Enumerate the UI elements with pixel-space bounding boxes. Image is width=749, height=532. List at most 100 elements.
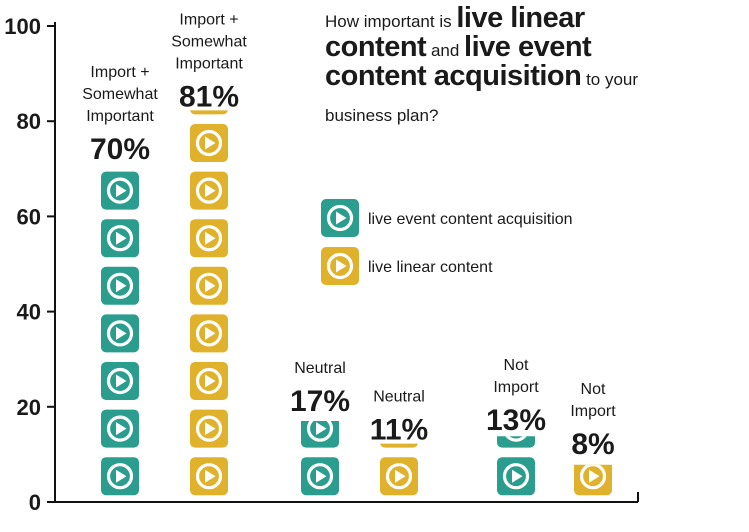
play-icon-ring [326, 252, 354, 280]
bar [380, 443, 418, 496]
play-icon-triangle [116, 469, 127, 483]
category-label: Not [581, 381, 606, 398]
value-label: 13% [486, 404, 546, 437]
play-icon-triangle [395, 469, 406, 483]
bar [101, 171, 139, 496]
play-icon-ring [106, 177, 134, 204]
play-icon-triangle [512, 469, 523, 483]
play-icon [101, 457, 139, 496]
value-label: 8% [571, 428, 614, 461]
play-icon [301, 457, 339, 496]
play-icon-ring [195, 367, 223, 395]
play-icon-tile [497, 436, 535, 448]
play-icon [190, 219, 228, 258]
title-part: and [426, 41, 465, 60]
play-icon-ring [326, 204, 354, 232]
play-icon-ring [195, 463, 223, 490]
play-icon-ring [195, 272, 223, 299]
category-label: Neutral [294, 360, 346, 377]
title-emphasis: live linear [456, 2, 585, 34]
play-icon-ring [106, 320, 134, 347]
legend-label: live event content acquisition [368, 211, 573, 228]
value-label: 11% [370, 414, 428, 447]
play-icon-ring [195, 320, 223, 347]
play-icon-tile [190, 110, 228, 115]
title-emphasis: content [325, 31, 427, 63]
title-part: business plan? [325, 106, 439, 125]
category-label: Not [504, 357, 529, 374]
value-label: 81% [179, 80, 239, 113]
play-icon [101, 409, 139, 448]
value-label: 17% [290, 385, 350, 418]
play-icon [190, 124, 228, 162]
play-icon [190, 409, 228, 448]
y-tick-label: 60 [17, 204, 41, 229]
play-icon [190, 266, 228, 305]
play-icon [380, 443, 418, 448]
play-icon [380, 457, 418, 496]
play-icon-ring [579, 464, 607, 490]
play-icon-ring [195, 415, 223, 442]
partial-icon [190, 110, 228, 115]
partial-icon [497, 436, 535, 448]
play-icon-triangle [316, 469, 327, 483]
play-icon-triangle [116, 374, 127, 388]
play-icon [190, 171, 228, 210]
play-icon-triangle [205, 469, 216, 483]
play-icon-triangle [205, 136, 216, 150]
play-icon-ring [106, 225, 134, 252]
play-icon-ring [106, 463, 134, 490]
play-icon-triangle [205, 279, 216, 293]
play-icon [101, 171, 139, 210]
category-label: Import [493, 379, 539, 396]
y-tick-label: 0 [29, 490, 41, 515]
play-icon-triangle [205, 374, 216, 388]
play-icon-ring [106, 367, 134, 395]
legend-label: live linear content [368, 259, 493, 276]
play-icon [574, 464, 612, 496]
play-icon [101, 314, 139, 353]
bar [574, 464, 612, 496]
play-icon-triangle [116, 422, 127, 436]
play-icon-triangle [589, 469, 600, 483]
value-label: 70% [90, 133, 150, 166]
play-icon-triangle [205, 184, 216, 198]
play-icon [190, 362, 228, 400]
play-icon-triangle [205, 422, 216, 436]
play-icon-triangle [336, 259, 347, 273]
play-icon-triangle [116, 279, 127, 293]
y-tick-label: 20 [17, 395, 41, 420]
play-icon [190, 110, 228, 115]
category-label: Import + [90, 64, 149, 81]
play-icon [321, 199, 359, 237]
play-icon-ring [106, 272, 134, 299]
play-icon [321, 247, 359, 285]
play-icon-triangle [205, 231, 216, 245]
category-label: Import [570, 403, 616, 420]
chart-title: How important is live linear content and… [325, 2, 735, 125]
category-label: Important [175, 55, 243, 72]
play-icon [101, 219, 139, 258]
play-icon [101, 266, 139, 305]
category-label: Import + [179, 11, 238, 28]
y-tick-label: 100 [4, 14, 41, 39]
category-label: Somewhat [171, 33, 247, 50]
partial-icon [574, 464, 612, 496]
bar [301, 421, 339, 496]
play-icon-ring [106, 415, 134, 442]
play-icon-triangle [116, 184, 127, 198]
legend-item: live event content acquisition [321, 199, 573, 237]
play-icon [301, 421, 339, 448]
play-icon-ring [306, 463, 334, 490]
play-icon-ring [505, 436, 527, 442]
play-icon [101, 362, 139, 400]
play-icon-tile [301, 421, 339, 448]
play-icon-triangle [336, 211, 347, 225]
play-icon-tile [380, 443, 418, 448]
category-label: Somewhat [82, 86, 158, 103]
play-icon-triangle [116, 326, 127, 340]
play-icon [190, 457, 228, 496]
play-icon-ring [385, 463, 413, 490]
category-label: Neutral [373, 389, 425, 406]
